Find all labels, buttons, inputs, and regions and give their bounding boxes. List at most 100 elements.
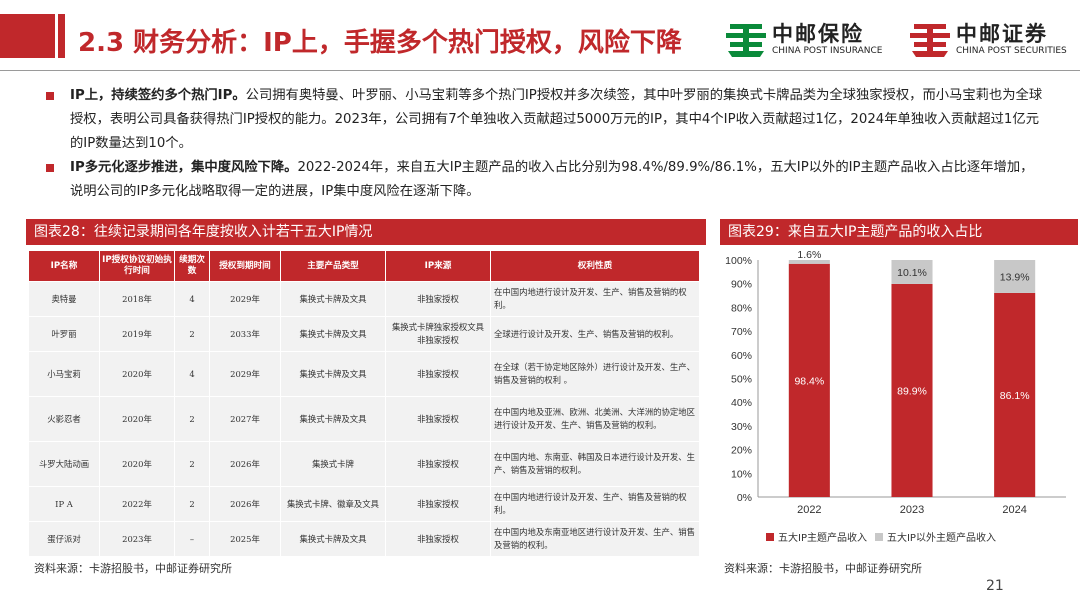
cell-initial-date: 2020年 — [100, 442, 174, 486]
y-tick-label: 80% — [731, 302, 752, 314]
cell-expiry: 2027年 — [210, 397, 280, 441]
chart-source-note: 资料来源：卡游招股书，中邮证券研究所 — [724, 562, 922, 575]
cell-renewals: 2 — [175, 317, 209, 351]
cell-renewals: 2 — [175, 487, 209, 521]
cell-product-type: 集换式卡牌及文具 — [281, 397, 385, 441]
data-label: 1.6% — [797, 250, 821, 261]
bullet-text: 公司拥有奥特曼、叶罗丽、小马宝莉等多个热门IP授权并多次续签，其中叶罗丽的集换式… — [70, 88, 1043, 151]
legend-swatch — [766, 532, 774, 541]
cell-initial-date: 2018年 — [100, 282, 174, 316]
china-post-insurance-logo: 中邮保险 CHINA POST INSURANCE — [726, 20, 882, 60]
legend-item-others: 五大IP以外主题产品收入 — [874, 529, 996, 544]
cell-renewals: – — [175, 522, 209, 556]
china-post-emblem-icon — [726, 21, 766, 59]
bullet-lead: IP上，持续签约多个热门IP。 — [70, 88, 246, 103]
header-accent-block — [0, 14, 55, 58]
cell-rights: 在中国内地及亚洲、欧洲、北美洲、大洋洲的协定地区进行设计及开发、生产、销售及营销… — [491, 397, 699, 441]
cell-rights: 在中国内地及东南亚地区进行设计及开发、生产、销售及营销的权利。 — [491, 522, 699, 556]
legend-swatch — [874, 532, 883, 541]
y-tick-label: 40% — [731, 397, 752, 409]
col-header-renewals: 续期次数 — [175, 251, 209, 281]
cell-ip-source: 非独家授权 — [386, 442, 490, 486]
y-tick-label: 20% — [731, 445, 752, 457]
cell-renewals: 4 — [175, 282, 209, 316]
data-label: 98.4% — [794, 375, 824, 387]
revenue-share-chart: 0% 10% 20% 30% 40% 50% 60% 70% 80% 90% 100% 98.4% 1.… — [716, 250, 1076, 550]
china-post-emblem-icon — [910, 21, 950, 59]
bullet-ip-licensing: IP上，持续签约多个热门IP。公司拥有奥特曼、叶罗丽、小马宝莉等多个热门IP授权… — [46, 84, 1046, 156]
bullet-text: 2022-2024年，来自五大IP主题产品的收入占比分别为98.4%/89.9%… — [70, 160, 1034, 199]
cell-product-type: 集换式卡牌、徽章及文具 — [281, 487, 385, 521]
y-tick-label: 50% — [731, 374, 752, 386]
ip-license-table: IP名称 IP授权协议初始执行时间 续期次数 授权到期时间 主要产品类型 IP来… — [28, 250, 700, 557]
cell-initial-date: 2023年 — [100, 522, 174, 556]
cell-ip-name: IP A — [29, 487, 99, 521]
cell-expiry: 2025年 — [210, 522, 280, 556]
cell-ip-name: 火影忍者 — [29, 397, 99, 441]
cell-ip-source: 非独家授权 — [386, 487, 490, 521]
cell-ip-source: 非独家授权 — [386, 522, 490, 556]
cell-ip-name: 小马宝莉 — [29, 352, 99, 396]
y-tick-label: 60% — [731, 350, 752, 362]
y-tick-label: 90% — [731, 279, 752, 291]
bar-other-ip — [788, 260, 830, 264]
table-row: 斗罗大陆动画 2020年 2 2026年 集换式卡牌 非独家授权 在中国内地、东… — [29, 442, 699, 486]
chart-canvas: 0% 10% 20% 30% 40% 50% 60% 70% 80% 90% 100% 98.4% 1.… — [725, 250, 1066, 516]
bullet-marker — [46, 164, 54, 172]
table-row: 小马宝莉 2020年 4 2029年 集换式卡牌及文具 非独家授权 在全球（若干… — [29, 352, 699, 396]
bullet-ip-diversification: IP多元化逐步推进，集中度风险下降。2022-2024年，来自五大IP主题产品的… — [46, 156, 1046, 204]
table-source-note: 资料来源：卡游招股书，中邮证券研究所 — [34, 562, 232, 575]
page-number: 21 — [986, 578, 1004, 594]
header-accent-bar — [58, 14, 65, 58]
cell-product-type: 集换式卡牌及文具 — [281, 317, 385, 351]
cell-renewals: 4 — [175, 352, 209, 396]
legend-label: 五大IP主题产品收入 — [778, 533, 867, 544]
cell-ip-source: 非独家授权 — [386, 282, 490, 316]
cell-ip-source: 非独家授权 — [386, 352, 490, 396]
cell-renewals: 2 — [175, 397, 209, 441]
y-tick-label: 100% — [725, 255, 752, 267]
cell-initial-date: 2019年 — [100, 317, 174, 351]
cell-expiry: 2026年 — [210, 442, 280, 486]
cell-expiry: 2029年 — [210, 282, 280, 316]
cell-rights: 在中国内地、东南亚、韩国及日本进行设计及开发、生产、销售及营销的权利。 — [491, 442, 699, 486]
col-header-initial-date: IP授权协议初始执行时间 — [100, 251, 174, 281]
col-header-ip-name: IP名称 — [29, 251, 99, 281]
col-header-product-type: 主要产品类型 — [281, 251, 385, 281]
x-tick-label: 2023 — [900, 504, 924, 516]
cell-product-type: 集换式卡牌及文具 — [281, 282, 385, 316]
logo-insurance-name: 中邮保险 — [772, 22, 864, 46]
logo-securities-name: 中邮证券 — [956, 22, 1048, 46]
cell-ip-name: 斗罗大陆动画 — [29, 442, 99, 486]
cell-ip-source: 集换式卡牌独家授权文具非独家授权 — [386, 317, 490, 351]
y-tick-label: 30% — [731, 421, 752, 433]
cell-product-type: 集换式卡牌及文具 — [281, 522, 385, 556]
bar-top5-ip — [891, 283, 933, 497]
x-tick-label: 2024 — [1002, 504, 1026, 516]
cell-ip-name: 蛋仔派对 — [29, 522, 99, 556]
data-label: 86.1% — [1000, 390, 1030, 402]
bullet-marker — [46, 92, 54, 100]
y-tick-label: 70% — [731, 326, 752, 338]
table-row: 奥特曼 2018年 4 2029年 集换式卡牌及文具 非独家授权 在中国内地进行… — [29, 282, 699, 316]
cell-initial-date: 2022年 — [100, 487, 174, 521]
table-row: 火影忍者 2020年 2 2027年 集换式卡牌及文具 非独家授权 在中国内地及… — [29, 397, 699, 441]
bar-top5-ip — [788, 263, 830, 497]
cell-ip-name: 奥特曼 — [29, 282, 99, 316]
col-header-ip-source: IP来源 — [386, 251, 490, 281]
page-title: 2.3 财务分析：IP上，手握多个热门授权，风险下降 — [78, 28, 682, 58]
cell-rights: 在中国内地进行设计及开发、生产、销售及营销的权利。 — [491, 487, 699, 521]
bar-top5-ip — [994, 292, 1036, 497]
col-header-rights: 权利性质 — [491, 251, 699, 281]
legend-item-top5: 五大IP主题产品收入 — [766, 529, 867, 544]
data-label: 89.9% — [897, 385, 927, 397]
legend-label: 五大IP以外主题产品收入 — [886, 533, 996, 544]
table-header-row: IP名称 IP授权协议初始执行时间 续期次数 授权到期时间 主要产品类型 IP来… — [29, 251, 699, 281]
cell-expiry: 2029年 — [210, 352, 280, 396]
cell-ip-name: 叶罗丽 — [29, 317, 99, 351]
data-label: 13.9% — [1000, 271, 1030, 283]
x-tick-label: 2022 — [797, 504, 821, 516]
y-tick-label: 10% — [731, 468, 752, 480]
bullet-lead: IP多元化逐步推进，集中度风险下降。 — [70, 160, 298, 175]
chart-legend: 五大IP主题产品收入 五大IP以外主题产品收入 — [766, 529, 1004, 544]
